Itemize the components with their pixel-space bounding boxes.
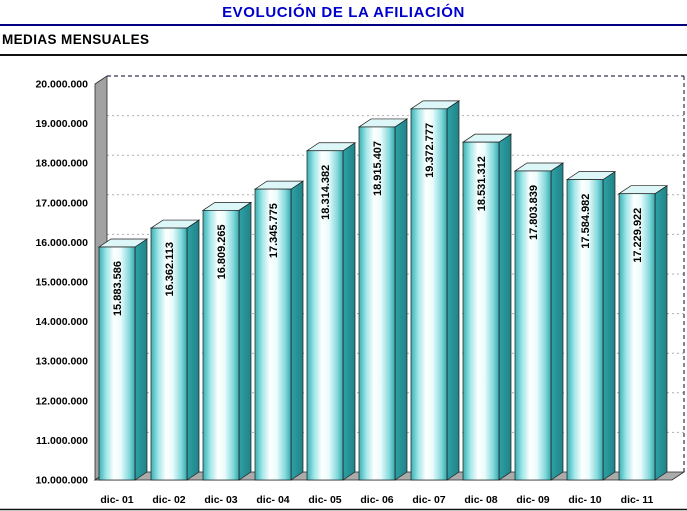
bar (514, 170, 552, 481)
x-axis-label: dic- 08 (464, 494, 497, 506)
bar-value-label: 16.362.113 (164, 242, 176, 296)
bar-value-label: 18.915.407 (372, 141, 384, 196)
y-axis-tick-label: 10.000.000 (35, 475, 88, 487)
x-axis-label: dic- 04 (256, 494, 289, 506)
bar-side-face (498, 133, 512, 481)
bar (410, 108, 448, 481)
bar-chart-canvas: 20.000.000 19.000.000 18.000.000 17.000.000… (0, 75, 687, 511)
bar-value-label: 18.531.312 (476, 156, 488, 211)
x-axis-label: dic- 11 (621, 494, 654, 506)
bar-side-face (654, 185, 668, 481)
bar-side-face (602, 170, 616, 481)
bar (462, 141, 500, 481)
title-divider (0, 24, 687, 26)
bar-side-face (394, 118, 408, 481)
y-axis-tick-label: 13.000.000 (35, 356, 88, 368)
x-axis-label: dic- 09 (516, 494, 549, 506)
y-axis-tick-label: 20.000.000 (35, 79, 88, 91)
bar (202, 210, 240, 481)
bar-value-label: 15.883.586 (112, 261, 124, 316)
bar-side-face (446, 100, 460, 481)
bar-value-label: 19.372.777 (424, 123, 436, 178)
bar-side-face (186, 219, 200, 481)
subtitle-divider (0, 54, 687, 56)
y-axis-tick-label: 14.000.000 (35, 316, 88, 328)
chart-subtitle: MEDIAS MENSUALES (2, 32, 150, 47)
bar-side-face (290, 180, 304, 481)
y-axis-tick-label: 11.000.000 (36, 435, 88, 447)
x-axis-label: dic- 01 (100, 494, 133, 506)
y-axis-tick-label: 12.000.000 (35, 395, 88, 407)
x-axis-label: dic- 10 (568, 494, 601, 506)
bar (306, 150, 344, 481)
bar-value-label: 17.803.839 (528, 185, 540, 240)
page-title: EVOLUCIÓN DE LA AFILIACIÓN (222, 4, 465, 21)
bar-value-label: 17.345.775 (268, 203, 280, 258)
y-axis-tick-label: 18.000.000 (35, 158, 88, 170)
x-axis-label: dic- 07 (412, 494, 445, 506)
bar-side-face (550, 162, 564, 481)
y-axis-tick-label: 15.000.000 (35, 277, 88, 289)
bar-side-face (342, 142, 356, 481)
x-axis-label: dic- 02 (152, 494, 185, 506)
bar-value-label: 16.809.265 (216, 224, 228, 279)
y-axis-tick-label: 19.000.000 (35, 118, 88, 130)
y-axis-tick-label: 17.000.000 (35, 197, 88, 209)
bar-side-face (238, 201, 252, 481)
bar (358, 126, 396, 481)
y-axis-tick-label: 16.000.000 (35, 237, 88, 249)
bar (254, 188, 292, 481)
x-axis-label: dic- 03 (204, 494, 237, 506)
bar-chart: 20.000.000 19.000.000 18.000.000 17.000.000… (0, 57, 687, 511)
bar (566, 179, 604, 481)
bar (618, 193, 656, 481)
bar-value-label: 17.584.982 (580, 194, 592, 249)
bar-value-label: 17.229.922 (632, 208, 644, 263)
bar-side-face (134, 238, 148, 481)
bar (150, 227, 188, 481)
bar-value-label: 18.314.382 (320, 165, 332, 220)
x-axis-label: dic- 06 (360, 494, 393, 506)
bar (98, 246, 136, 481)
x-axis-label: dic- 05 (308, 494, 341, 506)
